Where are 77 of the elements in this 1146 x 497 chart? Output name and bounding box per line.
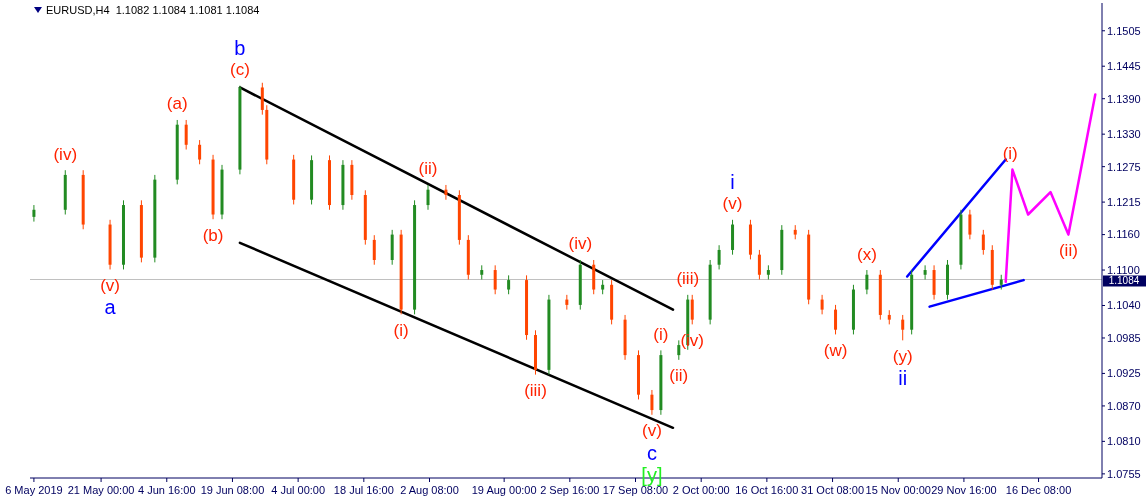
- x-tick-label: 2 Oct 00:00: [672, 484, 730, 496]
- candlestick: [981, 229, 985, 256]
- annotation: (x): [856, 244, 877, 264]
- x-tick-label: 16 Dec 08:00: [1005, 484, 1072, 496]
- x-tick-label: 19 Aug 00:00: [471, 484, 537, 496]
- annotation: c: [646, 441, 657, 464]
- x-tick-label: 29 Nov 16:00: [931, 484, 997, 496]
- candlestick: [507, 274, 511, 295]
- candlestick: [677, 339, 681, 361]
- candlestick: [834, 304, 838, 335]
- annotation: (iii): [676, 269, 700, 289]
- candlestick: [820, 294, 824, 315]
- annotation: (c): [230, 60, 250, 80]
- x-tick-label: 21 May 00:00: [67, 484, 135, 496]
- annotation: (ii): [1058, 241, 1078, 261]
- annotation: b: [234, 36, 246, 59]
- candlestick: [32, 204, 36, 223]
- y-tick-label: 1.0810: [1107, 435, 1141, 448]
- candlestick: [901, 314, 905, 341]
- x-tick-label: 2 Aug 08:00: [400, 484, 459, 496]
- y-tick-label: 1.1330: [1107, 128, 1141, 141]
- candlestick: [260, 82, 264, 116]
- x-tick-label: 18 Jul 16:00: [333, 484, 394, 496]
- annotation: (ii): [418, 159, 438, 179]
- line-series: [1004, 93, 1097, 284]
- y-tick-label: 1.1040: [1107, 299, 1141, 312]
- y-tick-label: 1.1275: [1107, 160, 1141, 173]
- candlestick: [717, 244, 721, 270]
- candlestick: [968, 209, 972, 240]
- candlestick: [757, 249, 761, 280]
- y-tick-label: 1.1445: [1107, 60, 1141, 73]
- y-tick-label: 1.1215: [1107, 196, 1141, 208]
- annotation: (v): [642, 421, 662, 441]
- annotation: (b): [202, 225, 224, 245]
- x-tick-label: 2 Sep 16:00: [540, 484, 600, 496]
- candlestick: [690, 294, 694, 325]
- annotation: (v): [100, 275, 120, 295]
- annotation: (a): [166, 94, 188, 114]
- candlestick: [923, 264, 927, 280]
- candlestick: [650, 389, 654, 416]
- annotation: (y): [892, 346, 913, 366]
- ref-line-label: 1.1084: [1108, 275, 1140, 287]
- annotation: (i): [653, 324, 669, 344]
- candlestick: [184, 119, 188, 151]
- x-tick-label: 6 May 2019: [5, 484, 63, 496]
- chart-title: EURUSD,H4 1.1082 1.1084 1.1081 1.1084: [46, 4, 260, 16]
- y-tick-label: 1.1390: [1107, 92, 1141, 105]
- y-tick-label: 1.1160: [1107, 228, 1140, 241]
- candlestick: [372, 234, 376, 266]
- x-tick-label: 19 Jun 08:00: [200, 484, 265, 496]
- x-tick-label: 4 Jul 00:00: [271, 484, 326, 496]
- annotation: a: [104, 296, 117, 319]
- candlestick: [444, 184, 448, 201]
- annotation: (iv): [53, 144, 78, 164]
- y-tick-label: 1.0925: [1107, 367, 1141, 380]
- x-tick-label: 31 Oct 08:00: [801, 484, 865, 496]
- x-tick-label: 16 Oct 16:00: [735, 484, 799, 496]
- y-tick-label: 1.0870: [1107, 399, 1141, 412]
- annotation: (w): [823, 340, 848, 360]
- x-tick-label: 4 Jun 16:00: [138, 484, 196, 496]
- candlestick: [198, 139, 202, 165]
- y-tick-label: 1.0985: [1107, 331, 1141, 344]
- candlestick: [493, 264, 497, 295]
- annotation: (v): [722, 194, 743, 214]
- annotation: (i): [1002, 144, 1018, 164]
- x-tick-label: 15 Nov 00:00: [865, 484, 931, 496]
- candlestick: [426, 184, 430, 211]
- annotation: ii: [898, 367, 908, 390]
- annotation: (i): [393, 320, 409, 340]
- y-tick-label: 1.0755: [1107, 467, 1141, 480]
- annotation: i: [730, 170, 735, 193]
- candlestick: [865, 269, 869, 295]
- annotation: (iv): [568, 234, 593, 254]
- annotation: (ii): [669, 366, 689, 386]
- annotation: (iii): [524, 381, 547, 401]
- y-tick-label: 1.1100: [1107, 263, 1140, 276]
- y-tick-label: 1.1505: [1107, 24, 1141, 37]
